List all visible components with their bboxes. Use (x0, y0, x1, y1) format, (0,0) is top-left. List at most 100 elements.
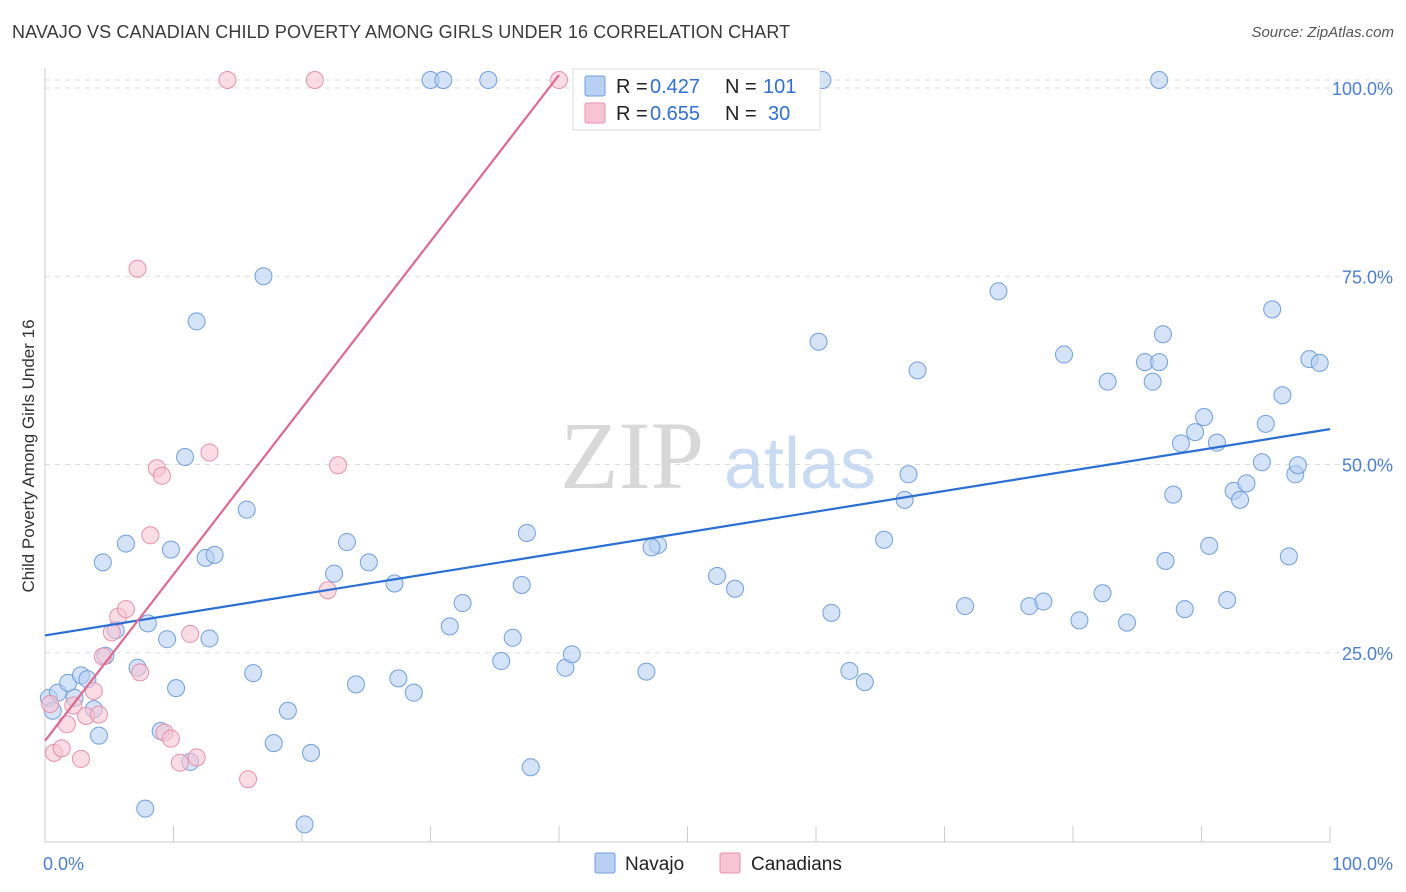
navajo-point (116, 534, 135, 553)
navajo-point (325, 564, 344, 583)
navajo-point (855, 673, 874, 692)
canadian-point (128, 259, 147, 278)
grid-lines (45, 79, 1392, 654)
legend: R = 0.427 N = 101 R = 0.655 N = 30 (572, 68, 821, 131)
bottom-legend-navajo: Navajo (625, 854, 684, 875)
legend-n-value-canadians: 30 (768, 103, 790, 125)
navajo-point (1310, 353, 1329, 372)
navajo-point (1156, 551, 1175, 570)
legend-r-value-canadians: 0.655 (650, 103, 700, 125)
navajo-point (346, 675, 365, 694)
watermark-zip: ZIP (560, 402, 704, 509)
legend-box (572, 68, 821, 131)
navajo-point (1218, 591, 1237, 610)
y-tick-label: 75.0% (1342, 267, 1393, 287)
navajo-point (1288, 456, 1307, 475)
canadian-point (239, 770, 258, 789)
canadian-point (152, 466, 171, 485)
navajo-point (136, 799, 155, 818)
navajo-point (1055, 345, 1074, 364)
canadian-point (305, 71, 324, 89)
navajo-point (264, 734, 283, 753)
navajo-point (89, 726, 108, 745)
navajo-point (875, 530, 894, 549)
navajo-point (1186, 423, 1205, 442)
navajo-point (1273, 386, 1292, 405)
navajo-point (1034, 592, 1053, 611)
canadian-point (218, 71, 237, 89)
navajo-point (158, 630, 177, 649)
legend-n-label-navajo: N = (725, 76, 757, 98)
navajo-point (1150, 71, 1169, 89)
canadian-point (57, 715, 76, 734)
legend-swatch-canadians (584, 102, 606, 124)
navajo-point (840, 661, 859, 680)
y-tick-label: 100.0% (1332, 79, 1393, 99)
trend-lines (44, 74, 1331, 742)
canadian-point (550, 71, 568, 89)
navajo-point (1252, 453, 1271, 472)
navajo-point (512, 575, 531, 594)
navajo-point (1200, 536, 1219, 555)
tick-labels: 25.0% 50.0% 75.0% 100.0% 0.0% 100.0% (43, 79, 1393, 874)
navajo-point (708, 566, 727, 585)
navajo-point (301, 743, 320, 762)
canadian-point (328, 456, 347, 475)
navajo-point (642, 538, 661, 557)
navajo-point (237, 500, 256, 519)
navajo-point (205, 545, 224, 564)
legend-r-value-navajo: 0.427 (650, 76, 700, 98)
navajo-point (822, 603, 841, 622)
bottom-legend: Navajo Canadians (594, 852, 842, 875)
navajo-point (1171, 434, 1190, 453)
navajo-point (1256, 414, 1275, 433)
navajo-point (521, 758, 540, 777)
legend-r-label-canadians: R = (616, 103, 648, 125)
navajo-point (1279, 547, 1298, 566)
navajo-point (1175, 600, 1194, 619)
navajo-point (1153, 325, 1172, 344)
canadian-point (187, 748, 206, 767)
navajo-point (254, 267, 273, 286)
legend-swatch-navajo (584, 75, 606, 97)
y-axis-label: Child Poverty Among Girls Under 16 (19, 319, 38, 592)
canadian-point (89, 705, 108, 724)
x-tick-label: 100.0% (1332, 854, 1393, 874)
navajo-point (389, 669, 408, 688)
navajo-point (278, 701, 297, 720)
legend-n-label-canadians: N = (725, 103, 757, 125)
navajo-point (404, 683, 423, 702)
canadian-point (161, 729, 180, 748)
navajo-point (1117, 613, 1136, 632)
navajo-point (503, 628, 522, 647)
watermark: ZIP atlas (560, 402, 876, 509)
navajo-point (908, 361, 927, 380)
navajo-point (637, 662, 656, 681)
legend-n-value-navajo: 101 (763, 76, 796, 98)
navajo-point (359, 553, 378, 572)
navajo-point (434, 71, 453, 89)
source-credit: Source: ZipAtlas.com (1251, 24, 1394, 41)
navajo-point (956, 597, 975, 616)
navajo-point (200, 629, 219, 648)
navajo-point (161, 540, 180, 559)
chart-title: NAVAJO VS CANADIAN CHILD POVERTY AMONG G… (12, 22, 791, 42)
navajo-point (1195, 408, 1214, 427)
navajo-point (562, 645, 581, 664)
navajo-point (1150, 353, 1169, 372)
navajo-point (337, 533, 356, 552)
y-tick-label: 50.0% (1342, 456, 1393, 476)
canadian-point (116, 600, 135, 619)
navajo-point (1263, 300, 1282, 319)
y-tick-label: 25.0% (1342, 644, 1393, 664)
navajo-point (1231, 490, 1250, 509)
navajo-point (295, 815, 314, 834)
canadian-point (170, 753, 189, 772)
navajo-point (517, 524, 536, 543)
canadian-point (131, 663, 150, 682)
navajo-point (1098, 372, 1117, 391)
canadian-points (41, 71, 568, 789)
canadian-trend-line (44, 74, 560, 742)
navajo-point (440, 617, 459, 636)
